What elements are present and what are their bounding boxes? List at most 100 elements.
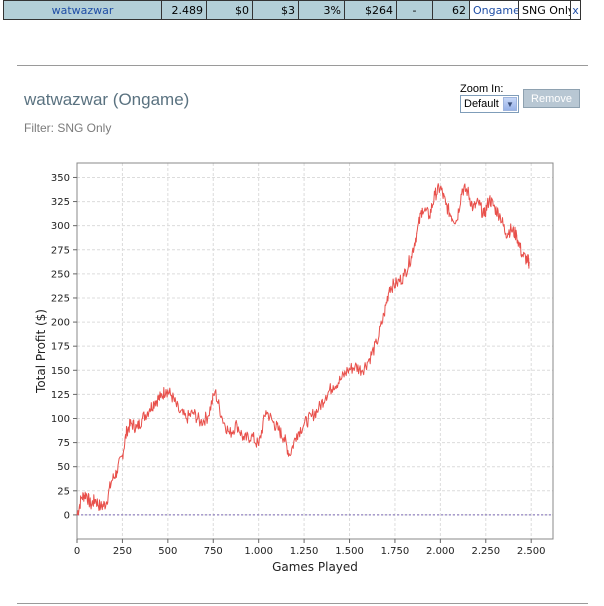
plot-area: [77, 163, 553, 539]
data-point-69: [505, 232, 507, 234]
data-point-53: [416, 232, 418, 234]
data-point-17: [165, 389, 167, 391]
games-cell: 2.489: [161, 0, 207, 20]
y-tick-label-9: 225: [51, 293, 70, 304]
y-tick-label-6: 150: [51, 366, 70, 377]
filter-label: Filter: SNG Only: [24, 121, 112, 135]
data-point-38: [310, 416, 312, 418]
remove-button[interactable]: Remove: [523, 89, 580, 108]
chevron-down-icon[interactable]: ▼: [503, 97, 517, 111]
x-tick-label-6: 1.500: [335, 546, 364, 557]
y-tick-label-4: 100: [51, 414, 70, 425]
summary-row: watwazwar 2.489 $0 $3 3% $264 - 62 Ongam…: [3, 0, 581, 20]
data-point-61: [461, 188, 463, 190]
data-point-4: [94, 498, 96, 500]
x-tick-label-10: 2.500: [517, 546, 546, 557]
data-point-13: [141, 417, 143, 419]
data-point-6: [105, 502, 107, 504]
data-point-60: [456, 220, 458, 222]
data-point-12: [136, 427, 138, 429]
data-point-30: [258, 444, 260, 446]
data-point-68: [499, 215, 501, 217]
data-point-33: [278, 429, 280, 431]
y-tick-label-10: 250: [51, 269, 70, 280]
y-tick-label-5: 125: [51, 390, 70, 401]
y-tick-label-7: 175: [51, 342, 70, 353]
data-point-72: [521, 254, 523, 256]
x-tick-label-3: 750: [204, 546, 223, 557]
data-point-73: [527, 259, 529, 261]
data-point-19: [178, 410, 180, 412]
y-tick-label-8: 200: [51, 318, 70, 329]
plot-frame: [76, 162, 554, 540]
close-icon[interactable]: x: [570, 0, 581, 20]
x-tick-label-4: 1.000: [244, 546, 273, 557]
data-point-51: [403, 275, 405, 277]
data-point-32: [272, 421, 274, 423]
data-point-10: [126, 429, 128, 431]
zoom-label: Zoom In:: [460, 83, 504, 95]
x-axis-label: Games Played: [272, 560, 358, 574]
data-point-48: [383, 313, 385, 315]
data-point-8: [116, 471, 118, 473]
data-point-16: [160, 396, 162, 398]
data-point-27: [236, 423, 238, 425]
data-point-3: [90, 504, 92, 506]
x-tick-label-7: 1.750: [381, 546, 410, 557]
data-point-59: [450, 215, 452, 217]
stat-cell-3: $3: [252, 0, 299, 20]
x-tick-label-2: 500: [158, 546, 177, 557]
data-point-71: [516, 234, 518, 236]
data-point-74: [528, 261, 530, 263]
data-point-26: [229, 433, 231, 435]
data-point-24: [214, 390, 216, 392]
data-point-40: [325, 394, 327, 396]
player-link[interactable]: watwazwar: [3, 0, 162, 20]
data-point-54: [421, 207, 423, 209]
y-axis-label: Total Profit ($): [34, 309, 48, 394]
y-tick-label-14: 350: [51, 173, 70, 184]
y-tick-label-1: 25: [57, 486, 70, 497]
x-tick-label-5: 1.250: [290, 546, 319, 557]
y-tick-label-11: 275: [51, 245, 70, 256]
data-point-55: [428, 215, 430, 217]
stat-cell-4: 3%: [298, 0, 345, 20]
data-point-31: [265, 410, 267, 412]
data-point-34: [283, 437, 285, 439]
zoom-select[interactable]: Default ▼: [460, 95, 519, 113]
data-point-50: [396, 283, 398, 285]
filter-cell: SNG Only: [518, 0, 571, 20]
y-tick-label-0: 0: [64, 510, 70, 521]
x-tick-label-1: 250: [113, 546, 132, 557]
data-point-28: [243, 439, 245, 441]
data-point-37: [303, 423, 305, 425]
data-point-35: [289, 454, 291, 456]
x-tick-label-0: 0: [74, 546, 80, 557]
stat-cell-2: $0: [206, 0, 253, 20]
data-point-22: [200, 421, 202, 423]
data-point-0: [76, 514, 78, 516]
site-link[interactable]: Ongame: [469, 0, 519, 20]
data-point-70: [510, 229, 512, 231]
data-point-15: [154, 400, 156, 402]
data-point-62: [467, 190, 469, 192]
y-tick-label-12: 300: [51, 221, 70, 232]
data-point-65: [483, 215, 485, 217]
stat-cell-5: $264: [344, 0, 397, 20]
data-point-23: [207, 416, 209, 418]
graph-title: watwazwar (Ongame): [24, 90, 190, 109]
x-tick-label-8: 2.000: [426, 546, 455, 557]
data-point-44: [354, 365, 356, 367]
data-point-47: [376, 342, 378, 344]
data-point-58: [445, 203, 447, 205]
zoom-select-value: Default: [464, 98, 499, 110]
y-tick-label-3: 75: [57, 438, 70, 449]
divider-top: [17, 65, 588, 66]
data-point-7: [111, 480, 113, 482]
data-point-5: [100, 506, 102, 508]
data-point-36: [296, 433, 298, 435]
stat-cell-7: 62: [432, 0, 470, 20]
data-point-1: [81, 497, 83, 499]
data-point-14: [149, 408, 151, 410]
data-point-63: [472, 207, 474, 209]
